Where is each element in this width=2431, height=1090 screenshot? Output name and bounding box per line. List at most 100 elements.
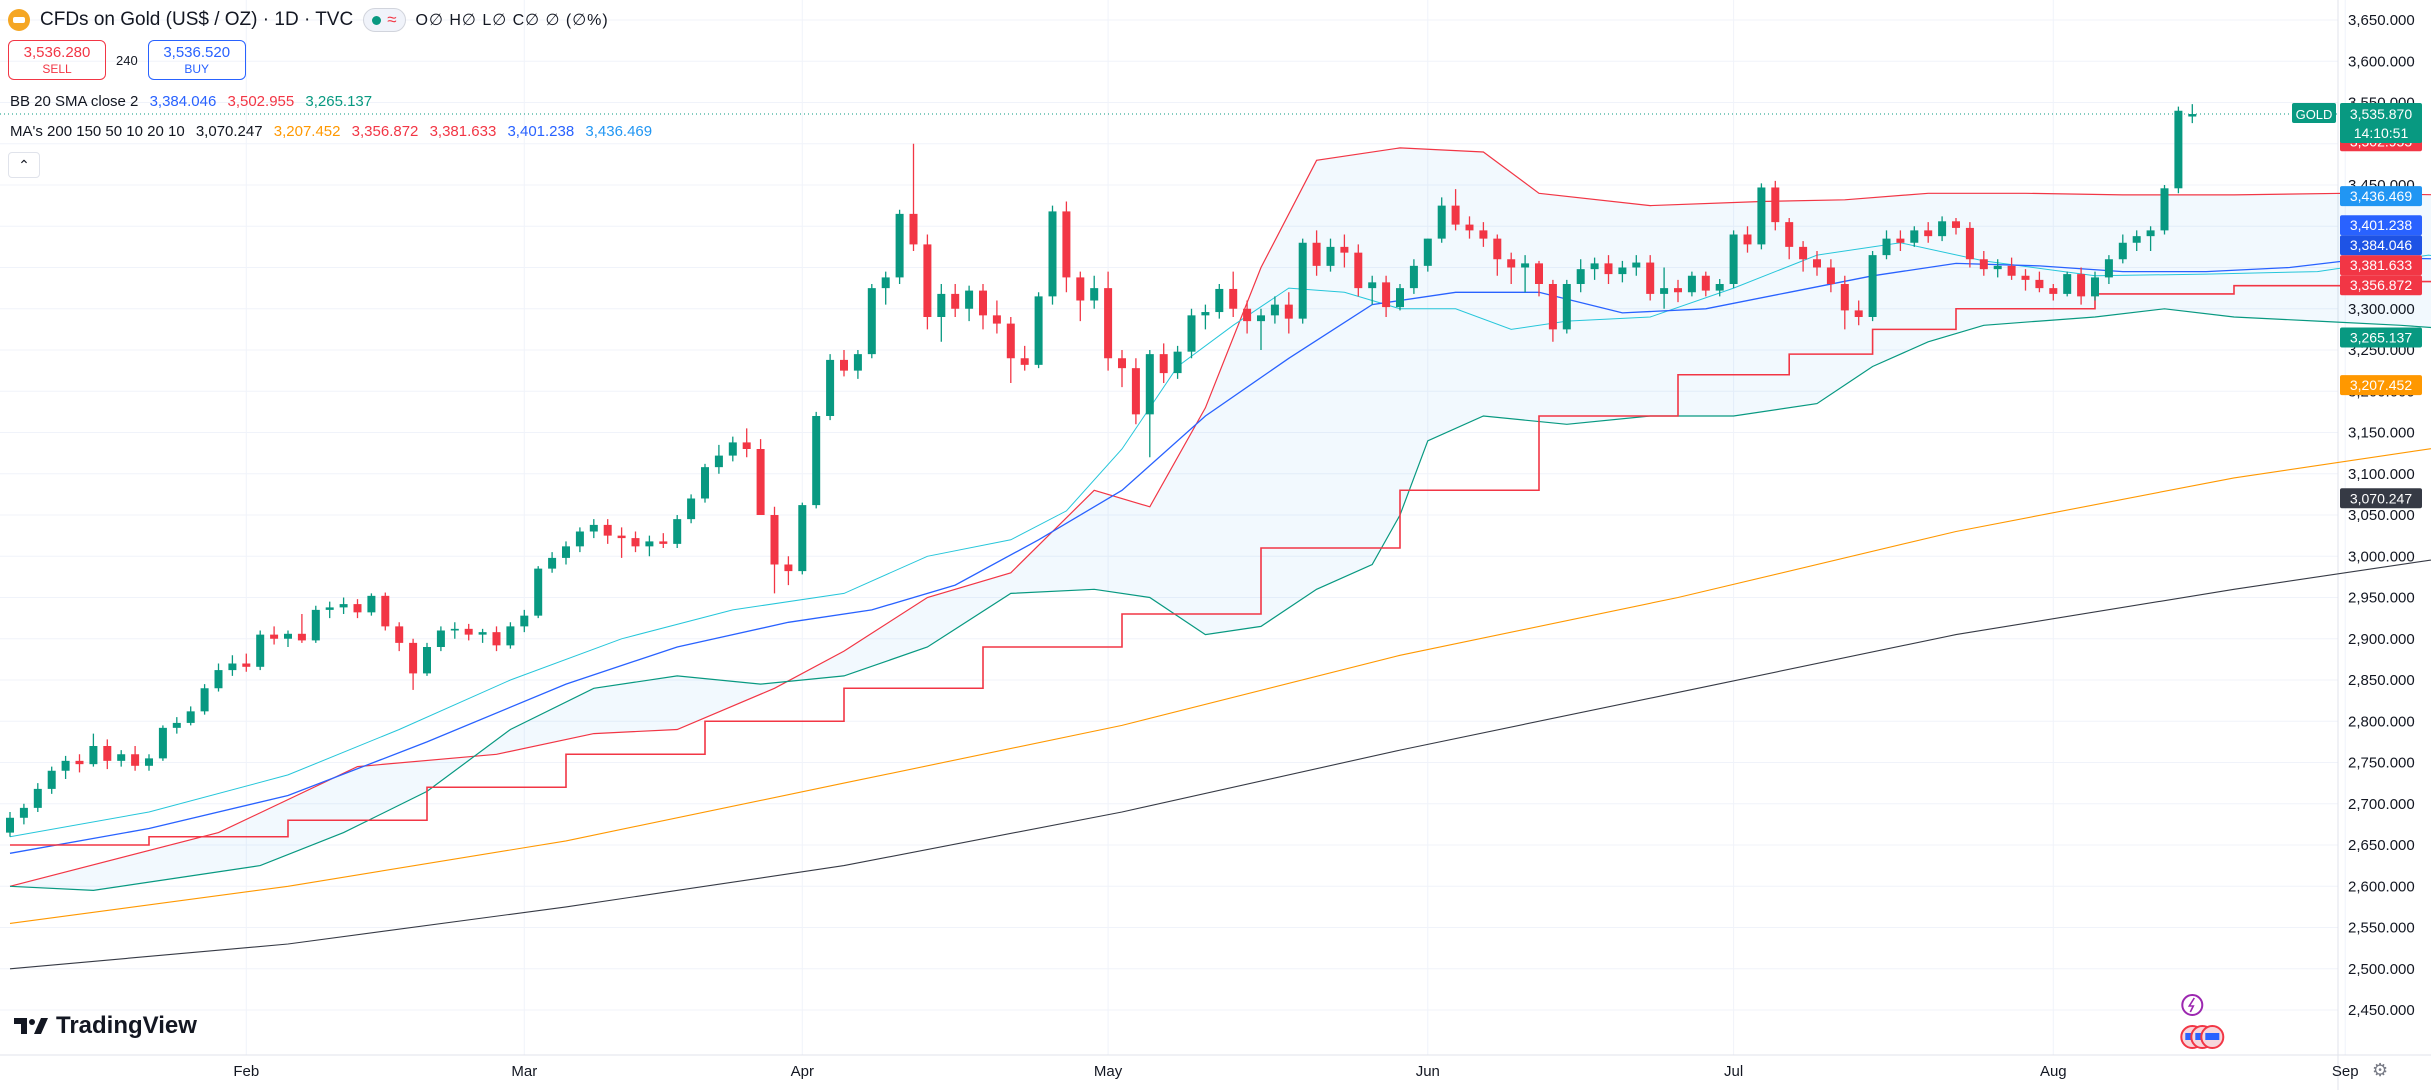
candle-body: [1020, 358, 1029, 365]
candle-body: [381, 595, 390, 627]
candle-body: [1090, 288, 1099, 301]
candle-body: [1368, 282, 1377, 289]
ma-value-150: 3,207.452: [273, 123, 341, 140]
candle-body: [1979, 259, 1988, 270]
y-tick-label: 3,100.000: [2348, 466, 2415, 483]
candle-body: [979, 290, 987, 316]
data-delay-icon: ≈: [387, 10, 397, 29]
price-label: 3,381.633: [2350, 257, 2412, 273]
buy-button[interactable]: 3,536.520 BUY: [147, 40, 246, 80]
candle-body: [562, 546, 570, 558]
candle-body: [1409, 265, 1418, 289]
candle-body: [548, 557, 557, 569]
candle-body: [1882, 238, 1891, 256]
tradingview-logo[interactable]: TradingView: [14, 1012, 197, 1040]
x-tick-label: Jul: [1724, 1063, 1743, 1080]
candle-body: [1757, 187, 1766, 245]
gold-symbol-icon[interactable]: [8, 9, 30, 31]
candle-body: [1243, 308, 1252, 322]
candle-body: [339, 604, 348, 608]
candle-body: [117, 754, 126, 761]
candle-body: [1604, 263, 1613, 275]
candle-body: [1743, 234, 1752, 245]
ma-indicator-legend[interactable]: MA's 200 150 50 10 20 10 3,070.247 3,207…: [10, 123, 659, 140]
ma-value-200: 3,070.247: [195, 123, 263, 140]
candle-body: [325, 607, 334, 610]
candle-body: [798, 505, 807, 572]
ohlc-readout: O∅ H∅ L∅ C∅ ∅ (∅%): [415, 12, 609, 29]
candle-body: [1715, 284, 1724, 291]
countdown-text: 14:10:51: [2354, 125, 2409, 141]
candle-body: [534, 568, 543, 616]
candle-body: [1326, 246, 1335, 266]
flag-stripe-icon: [2205, 1033, 2220, 1040]
candle-body: [186, 711, 195, 723]
candle-body: [367, 595, 376, 613]
spread-value: 240: [116, 52, 138, 68]
candle-body: [881, 277, 890, 289]
x-tick-label: Jun: [1416, 1063, 1440, 1080]
price-label-box: [2340, 488, 2422, 509]
candle-body: [436, 630, 445, 647]
bb-label: BB 20 SMA close 2: [10, 93, 139, 110]
sell-button[interactable]: 3,536.280 SELL: [8, 40, 106, 80]
symbol-tag: GOLD: [2296, 107, 2333, 122]
candle-body: [673, 519, 682, 544]
candle-body: [1910, 230, 1919, 243]
y-tick-label: 2,950.000: [2348, 590, 2415, 607]
candle-body: [909, 213, 918, 245]
candle-body: [701, 467, 709, 499]
candle-body: [1674, 288, 1682, 293]
candle-body: [2021, 275, 2030, 280]
candle-body: [145, 758, 153, 766]
candle-body: [1159, 354, 1168, 374]
symbol-tag-box: [2292, 103, 2336, 124]
series-line-bb-upper: [9, 147, 2431, 887]
bb-indicator-legend[interactable]: BB 20 SMA close 2 3,384.046 3,502.955 3,…: [10, 93, 379, 110]
candle-body: [1646, 262, 1655, 294]
candle-body: [1423, 238, 1432, 266]
symbol-title[interactable]: CFDs on Gold (US$ / OZ) · 1D · TVC: [40, 9, 354, 30]
y-tick-label: 2,850.000: [2348, 672, 2415, 689]
candle-body: [1590, 263, 1599, 270]
candle-body: [1437, 205, 1446, 239]
x-tick-label: Apr: [791, 1063, 814, 1080]
candle-body: [395, 626, 404, 643]
candle-body: [492, 632, 501, 646]
gear-icon[interactable]: ⚙: [2372, 1060, 2389, 1080]
candle-body: [1729, 234, 1738, 284]
candle-body: [33, 788, 42, 808]
candle-body: [756, 449, 765, 515]
candle-body: [1298, 242, 1307, 319]
candle-body: [297, 633, 306, 641]
candle-body: [2160, 188, 2169, 231]
candle-body: [853, 354, 862, 371]
candle-body: [895, 213, 904, 278]
candle-body: [1270, 304, 1279, 316]
candle-body: [1131, 368, 1140, 415]
ma-value-10b: 3,436.469: [585, 123, 653, 140]
candle-body: [1145, 354, 1154, 415]
y-tick-label: 3,150.000: [2348, 425, 2415, 442]
candle-body: [2007, 265, 2016, 276]
candle-body: [311, 609, 320, 641]
candle-body: [520, 615, 529, 627]
candle-body: [478, 632, 487, 635]
candle-body: [659, 541, 668, 544]
candle-body: [826, 359, 835, 416]
candle-body: [1284, 304, 1293, 319]
candle-body: [200, 688, 209, 712]
price-label-box: [2340, 327, 2422, 348]
collapse-legend-button[interactable]: ⌃: [8, 152, 40, 178]
candle-body: [867, 288, 876, 355]
candle-body: [1701, 275, 1710, 291]
current-price-box: [2340, 103, 2422, 144]
candle-body: [1938, 221, 1947, 237]
current-price-text: 3,535.870: [2350, 106, 2412, 122]
candle-body: [1229, 288, 1238, 309]
y-tick-label: 2,450.000: [2348, 1002, 2415, 1019]
candle-body: [2035, 279, 2044, 289]
candle-body: [1576, 269, 1585, 284]
market-status[interactable]: ≈: [363, 8, 406, 32]
